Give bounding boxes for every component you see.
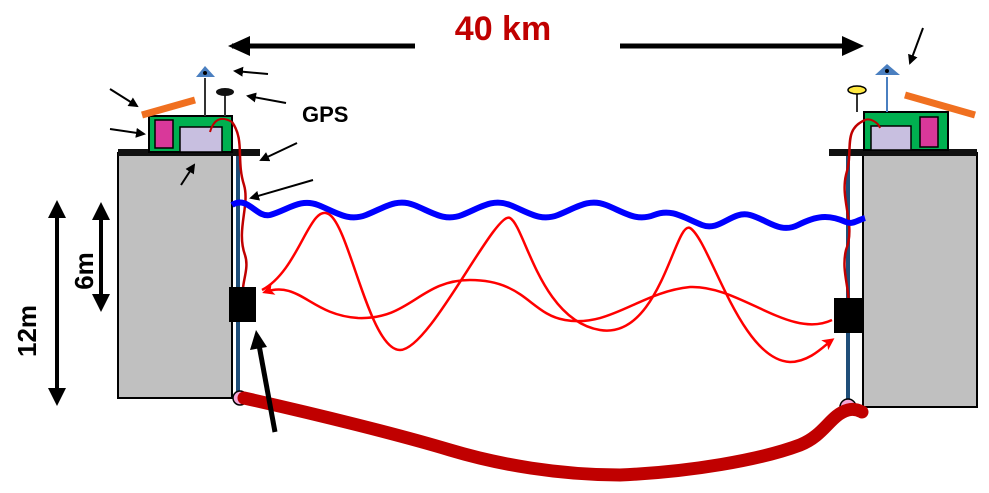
pointer-arrow-battery [109,127,146,138]
pointer-arrow-gps [246,92,287,104]
pointer-arrow-mast [259,142,298,162]
left-sensor [229,287,256,322]
right-solar-panel [904,91,976,119]
right-building [862,152,978,408]
gps-label: GPS [302,102,348,127]
left-antenna-dot [203,71,207,75]
distance-arrowhead-left [228,36,250,56]
distance-label: 40 km [455,10,551,48]
right-antenna-dot [885,69,889,73]
left-internal-wiring [209,117,233,133]
pointer-arrow-solar [109,88,139,108]
left-battery [154,119,174,149]
pointer-arrow-sensor [256,344,278,433]
signal-path-upper [262,278,833,326]
left-logger [179,126,223,153]
left-gps-antenna-icon [216,88,234,96]
pointer-arrow-logger [180,163,196,186]
right-battery [919,116,939,148]
height-12m-label: 12m [12,305,42,357]
height-6m-label: 6m [69,252,99,290]
pointer-arrow-cable [249,179,314,201]
pointer-arrow-antenna [233,66,269,77]
right-sensor-cable [843,118,866,316]
right-internal-wiring [864,118,881,129]
right-sensor [834,298,862,333]
distance-arrowhead-right [842,36,864,56]
left-building [117,152,233,399]
seabed-cable [237,391,869,482]
left-solar-panel [141,96,196,119]
left-sensor-cable [230,121,248,296]
right-gps-antenna-icon [847,85,867,95]
right-logger [870,125,912,151]
right-roof-platform [829,149,977,156]
water-surface-wave [230,199,866,231]
signal-path-lower [261,211,835,364]
pointer-arrow-right-antenna [908,27,924,65]
